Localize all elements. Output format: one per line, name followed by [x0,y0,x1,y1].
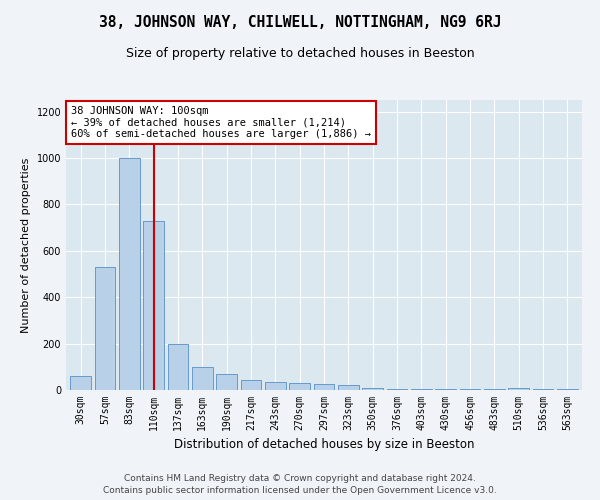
Y-axis label: Number of detached properties: Number of detached properties [21,158,31,332]
X-axis label: Distribution of detached houses by size in Beeston: Distribution of detached houses by size … [174,438,474,452]
Text: Size of property relative to detached houses in Beeston: Size of property relative to detached ho… [125,48,475,60]
Bar [119,158,140,390]
Bar [557,389,578,390]
Bar [338,386,359,390]
Bar [265,382,286,390]
Bar [411,389,432,390]
Bar [289,383,310,390]
Text: Contains HM Land Registry data © Crown copyright and database right 2024.
Contai: Contains HM Land Registry data © Crown c… [103,474,497,495]
Bar [241,380,262,390]
Bar [143,220,164,390]
Bar [362,388,383,390]
Bar [386,389,407,390]
Bar [216,374,237,390]
Bar [70,376,91,390]
Bar [95,267,115,390]
Bar [167,344,188,390]
Text: 38 JOHNSON WAY: 100sqm
← 39% of detached houses are smaller (1,214)
60% of semi-: 38 JOHNSON WAY: 100sqm ← 39% of detached… [71,106,371,139]
Bar [508,388,529,390]
Bar [192,367,212,390]
Bar [314,384,334,390]
Text: 38, JOHNSON WAY, CHILWELL, NOTTINGHAM, NG9 6RJ: 38, JOHNSON WAY, CHILWELL, NOTTINGHAM, N… [99,15,501,30]
